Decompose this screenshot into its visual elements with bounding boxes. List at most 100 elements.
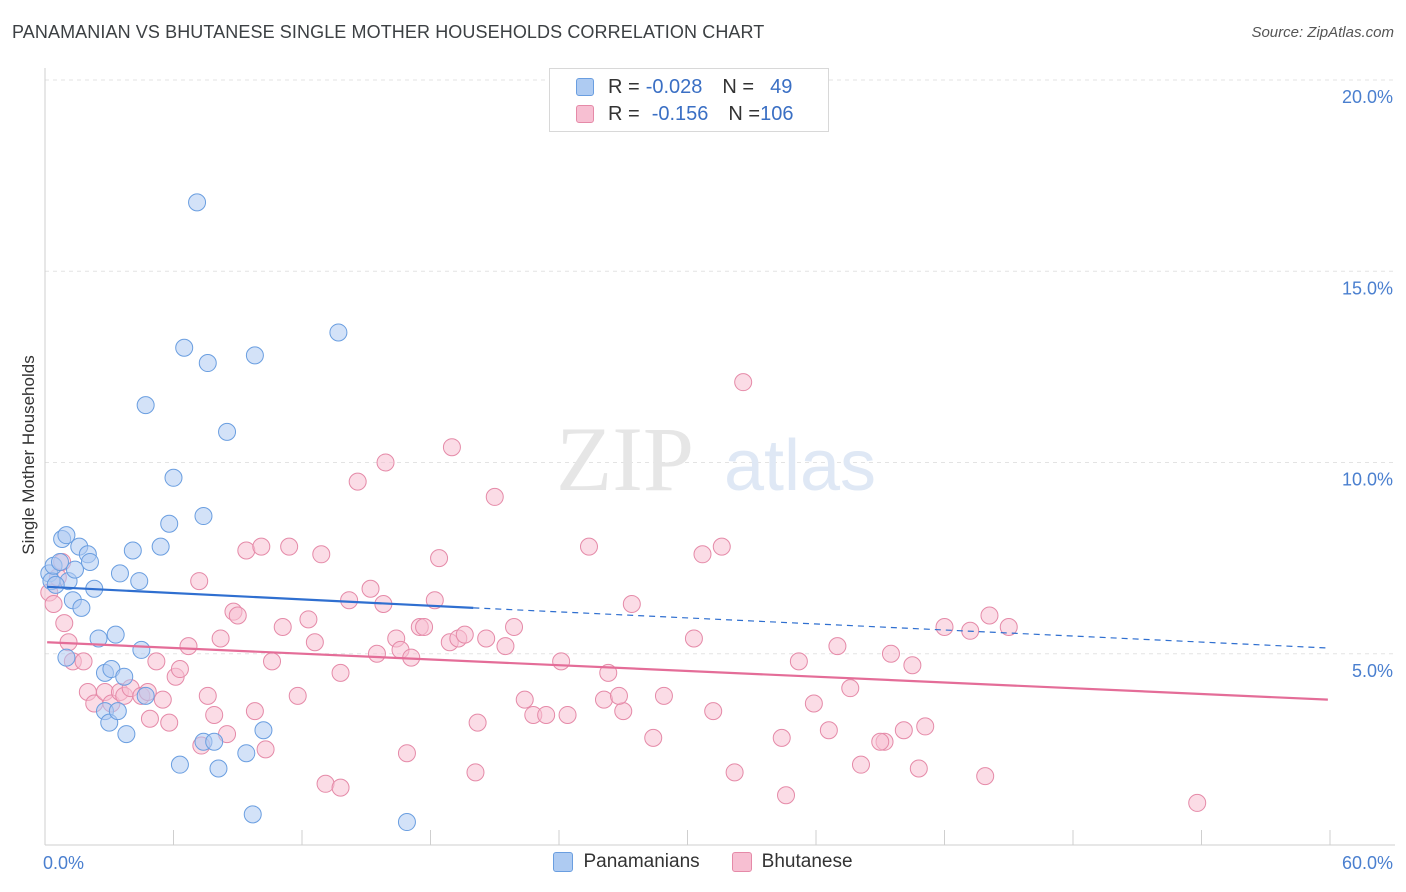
data-point-bhutanese[interactable] [140, 709, 159, 728]
data-point-bhutanese[interactable] [442, 438, 461, 457]
data-point-bhutanese[interactable] [909, 759, 928, 778]
data-point-bhutanese[interactable] [772, 728, 791, 747]
data-point-bhutanese[interactable] [537, 705, 556, 724]
data-point-panamanians[interactable] [50, 552, 69, 571]
data-point-bhutanese[interactable] [468, 713, 487, 732]
data-point-bhutanese[interactable] [397, 744, 416, 763]
data-point-bhutanese[interactable] [693, 545, 712, 564]
data-point-bhutanese[interactable] [179, 637, 198, 656]
data-point-bhutanese[interactable] [316, 774, 335, 793]
data-point-panamanians[interactable] [245, 346, 264, 365]
data-point-bhutanese[interactable] [376, 453, 395, 472]
legend-item-panamanians[interactable]: Panamanians [553, 851, 700, 873]
data-point-bhutanese[interactable] [552, 652, 571, 671]
data-point-bhutanese[interactable] [594, 690, 613, 709]
data-point-bhutanese[interactable] [477, 629, 496, 648]
data-point-bhutanese[interactable] [881, 644, 900, 663]
data-point-bhutanese[interactable] [252, 537, 271, 556]
data-point-panamanians[interactable] [151, 537, 170, 556]
data-point-panamanians[interactable] [198, 354, 217, 373]
data-point-panamanians[interactable] [123, 541, 142, 560]
data-point-bhutanese[interactable] [55, 614, 74, 633]
data-point-panamanians[interactable] [237, 744, 256, 763]
data-point-bhutanese[interactable] [894, 721, 913, 740]
data-point-bhutanese[interactable] [331, 663, 350, 682]
data-point-bhutanese[interactable] [228, 606, 247, 625]
data-point-bhutanese[interactable] [789, 652, 808, 671]
data-point-bhutanese[interactable] [935, 617, 954, 636]
data-point-panamanians[interactable] [115, 667, 134, 686]
data-point-bhutanese[interactable] [153, 690, 172, 709]
data-point-bhutanese[interactable] [712, 537, 731, 556]
data-point-bhutanese[interactable] [485, 487, 504, 506]
data-point-bhutanese[interactable] [725, 763, 744, 782]
data-point-panamanians[interactable] [130, 572, 149, 591]
data-point-bhutanese[interactable] [425, 591, 444, 610]
data-point-panamanians[interactable] [188, 193, 207, 212]
data-point-panamanians[interactable] [65, 560, 84, 579]
data-point-bhutanese[interactable] [916, 717, 935, 736]
data-point-panamanians[interactable] [175, 338, 194, 357]
data-point-bhutanese[interactable] [211, 629, 230, 648]
data-point-bhutanese[interactable] [466, 763, 485, 782]
data-point-panamanians[interactable] [117, 725, 136, 744]
data-point-panamanians[interactable] [218, 422, 237, 441]
legend-item-bhutanese[interactable]: Bhutanese [731, 851, 853, 873]
data-point-bhutanese[interactable] [44, 595, 63, 614]
data-point-panamanians[interactable] [136, 686, 155, 705]
data-point-bhutanese[interactable] [288, 686, 307, 705]
data-point-bhutanese[interactable] [256, 740, 275, 759]
data-point-bhutanese[interactable] [515, 690, 534, 709]
data-point-bhutanese[interactable] [455, 625, 474, 644]
data-point-bhutanese[interactable] [644, 728, 663, 747]
data-point-panamanians[interactable] [254, 721, 273, 740]
data-point-bhutanese[interactable] [280, 537, 299, 556]
data-point-bhutanese[interactable] [1188, 793, 1207, 812]
data-point-bhutanese[interactable] [804, 694, 823, 713]
data-point-bhutanese[interactable] [976, 767, 995, 786]
data-point-bhutanese[interactable] [841, 679, 860, 698]
data-point-panamanians[interactable] [205, 732, 224, 751]
data-point-bhutanese[interactable] [704, 702, 723, 721]
data-point-bhutanese[interactable] [496, 637, 515, 656]
data-point-panamanians[interactable] [132, 640, 151, 659]
data-point-panamanians[interactable] [110, 564, 129, 583]
data-point-bhutanese[interactable] [312, 545, 331, 564]
data-point-bhutanese[interactable] [198, 686, 217, 705]
data-point-panamanians[interactable] [106, 625, 125, 644]
data-point-bhutanese[interactable] [579, 537, 598, 556]
data-point-panamanians[interactable] [72, 598, 91, 617]
data-point-panamanians[interactable] [160, 514, 179, 533]
data-point-bhutanese[interactable] [340, 591, 359, 610]
data-point-bhutanese[interactable] [999, 617, 1018, 636]
data-point-panamanians[interactable] [170, 755, 189, 774]
data-point-bhutanese[interactable] [190, 572, 209, 591]
data-point-panamanians[interactable] [243, 805, 262, 824]
data-point-bhutanese[interactable] [734, 373, 753, 392]
data-point-bhutanese[interactable] [654, 686, 673, 705]
data-point-panamanians[interactable] [46, 575, 65, 594]
data-point-bhutanese[interactable] [245, 702, 264, 721]
data-point-bhutanese[interactable] [147, 652, 166, 671]
data-point-bhutanese[interactable] [331, 778, 350, 797]
data-point-bhutanese[interactable] [160, 713, 179, 732]
data-point-panamanians[interactable] [164, 468, 183, 487]
data-point-panamanians[interactable] [57, 648, 76, 667]
data-point-bhutanese[interactable] [237, 541, 256, 560]
data-point-panamanians[interactable] [397, 813, 416, 832]
data-point-bhutanese[interactable] [273, 617, 292, 636]
data-point-bhutanese[interactable] [263, 652, 282, 671]
data-point-bhutanese[interactable] [684, 629, 703, 648]
data-point-bhutanese[interactable] [819, 721, 838, 740]
data-point-bhutanese[interactable] [828, 637, 847, 656]
data-point-bhutanese[interactable] [74, 652, 93, 671]
data-point-bhutanese[interactable] [361, 579, 380, 598]
data-point-bhutanese[interactable] [777, 786, 796, 805]
data-point-panamanians[interactable] [57, 526, 76, 545]
data-point-bhutanese[interactable] [170, 660, 189, 679]
data-point-bhutanese[interactable] [430, 549, 449, 568]
data-point-panamanians[interactable] [108, 702, 127, 721]
data-point-bhutanese[interactable] [505, 617, 524, 636]
data-point-panamanians[interactable] [329, 323, 348, 342]
data-point-bhutanese[interactable] [980, 606, 999, 625]
